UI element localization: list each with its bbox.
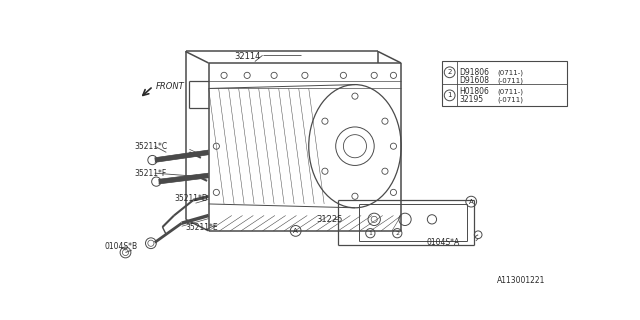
Text: D91806: D91806 [460, 68, 490, 77]
Text: 35211*F: 35211*F [134, 169, 166, 178]
Text: 32195: 32195 [460, 95, 484, 105]
Text: (-0711): (-0711) [497, 77, 524, 84]
Text: 35211*C: 35211*C [134, 142, 167, 151]
Text: 2: 2 [396, 231, 399, 236]
Text: (-0711): (-0711) [497, 97, 524, 103]
Text: A: A [293, 228, 298, 234]
Text: FRONT: FRONT [156, 82, 184, 91]
Bar [442, 61, 566, 106]
Text: (0711-): (0711-) [497, 88, 524, 95]
Text: 0104S*B: 0104S*B [105, 242, 138, 251]
Text: (0711-): (0711-) [497, 69, 524, 76]
Text: H01806: H01806 [460, 87, 490, 96]
Text: A: A [469, 199, 474, 205]
Text: 31225: 31225 [316, 215, 343, 224]
Text: 0104S*A: 0104S*A [427, 238, 460, 247]
Text: 1: 1 [369, 231, 372, 236]
Text: 35211*E: 35211*E [186, 222, 218, 232]
Text: 1: 1 [447, 92, 452, 98]
Text: D91608: D91608 [460, 76, 490, 85]
Text: 32114: 32114 [234, 52, 260, 60]
Text: 35211*D: 35211*D [174, 194, 208, 203]
Text: A113001221: A113001221 [497, 276, 546, 285]
Text: 2: 2 [447, 69, 452, 75]
